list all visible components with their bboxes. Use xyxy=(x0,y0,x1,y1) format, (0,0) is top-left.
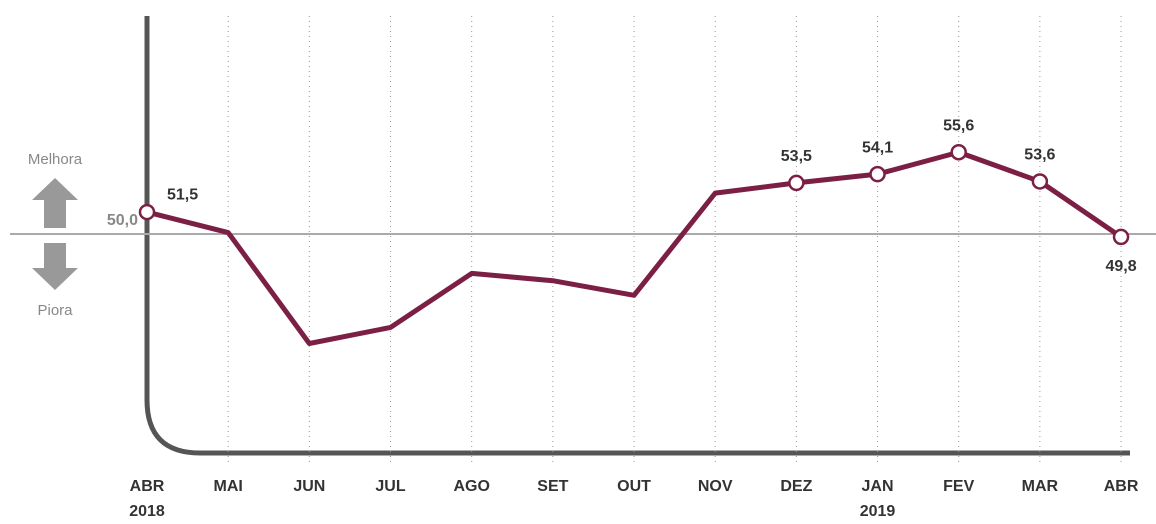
marker xyxy=(138,203,156,221)
annotation-up: Melhora xyxy=(28,151,83,168)
axis xyxy=(144,16,1130,456)
data-label: 53,5 xyxy=(781,148,812,165)
x-tick-label: JUN xyxy=(293,478,325,495)
x-tick-label: ABR xyxy=(1104,478,1139,495)
x-tick-label: JUL xyxy=(375,478,405,495)
x-year-label: 2019 xyxy=(860,503,896,520)
x-tick-label: ABR xyxy=(130,478,165,495)
x-year-label: 2018 xyxy=(129,503,165,520)
annotation-down: Piora xyxy=(37,302,73,319)
x-tick-label: NOV xyxy=(698,478,733,495)
arrow-up xyxy=(32,178,78,228)
x-tick-label: OUT xyxy=(617,478,651,495)
data-label: 54,1 xyxy=(862,139,893,156)
x-tick-label: JAN xyxy=(862,478,894,495)
data-label: 49,8 xyxy=(1105,258,1136,275)
data-label: 53,6 xyxy=(1024,147,1055,164)
data-label: 55,6 xyxy=(943,117,974,134)
x-tick-label: SET xyxy=(537,478,568,495)
marker xyxy=(1112,228,1130,246)
arrow-down xyxy=(32,243,78,290)
marker xyxy=(1031,173,1049,190)
marker xyxy=(869,165,886,183)
x-tick-label: MAR xyxy=(1022,478,1059,495)
x-tick-label: DEZ xyxy=(780,478,812,495)
marker xyxy=(788,174,805,192)
line xyxy=(146,149,1123,346)
x-tick-label: AGO xyxy=(453,478,489,495)
marker xyxy=(950,143,967,161)
reference-label: 50,0 xyxy=(107,212,138,229)
x-tick-label: FEV xyxy=(943,478,974,495)
x-tick-label: MAI xyxy=(214,478,243,495)
data-label: 51,5 xyxy=(167,186,198,203)
